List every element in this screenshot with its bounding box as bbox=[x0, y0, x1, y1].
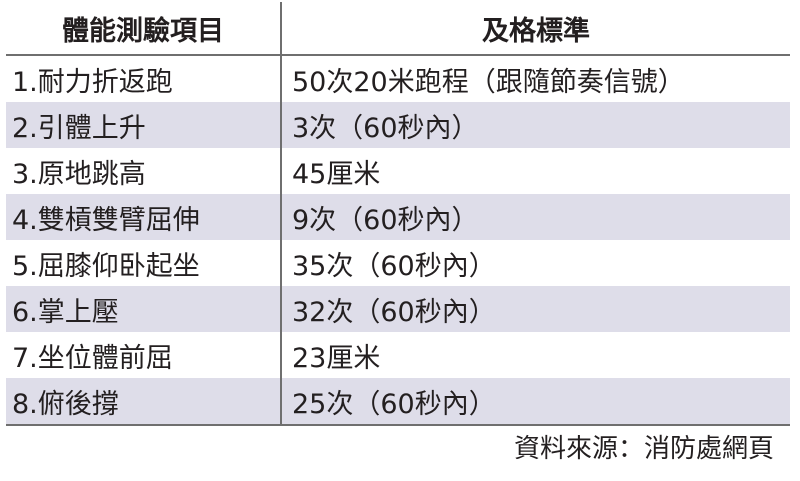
pass-standard-cell: 50次20米跑程（跟隨節奏信號） bbox=[292, 66, 685, 98]
test-item-cell: 8.俯後撐 bbox=[6, 378, 282, 424]
test-item-cell: 6.掌上壓 bbox=[6, 286, 282, 332]
pass-standard-cell: 35次（60秒內） bbox=[292, 250, 496, 282]
pass-standard-cell: 25次（60秒內） bbox=[292, 388, 496, 420]
pass-standard-cell: 23厘米 bbox=[292, 342, 381, 374]
table-row: 6.掌上壓 32次（60秒內） bbox=[6, 286, 790, 332]
test-item-cell: 1.耐力折返跑 bbox=[6, 56, 282, 102]
header-pass-standard: 及格標準 bbox=[482, 15, 590, 47]
table-row: 2.引體上升 3次（60秒內） bbox=[6, 102, 790, 148]
pass-standard-cell: 3次（60秒內） bbox=[292, 112, 479, 144]
fitness-standards-table: 體能測驗項目 及格標準 1.耐力折返跑 50次20米跑程（跟隨節奏信號） 2.引… bbox=[6, 2, 790, 426]
table-header-row: 體能測驗項目 及格標準 bbox=[6, 2, 790, 56]
pass-standard-cell: 9次（60秒內） bbox=[292, 204, 479, 236]
test-item-cell: 7.坐位體前屈 bbox=[6, 332, 282, 378]
pass-standard-cell: 32次（60秒內） bbox=[292, 296, 496, 328]
source-note: 資料來源：消防處網頁 bbox=[513, 434, 774, 464]
table-row: 4.雙槓雙臂屈伸 9次（60秒內） bbox=[6, 194, 790, 240]
header-test-item: 體能測驗項目 bbox=[6, 2, 282, 54]
test-item-cell: 4.雙槓雙臂屈伸 bbox=[6, 194, 282, 240]
table-row: 5.屈膝仰卧起坐 35次（60秒內） bbox=[6, 240, 790, 286]
test-item-cell: 2.引體上升 bbox=[6, 102, 282, 148]
table-row: 3.原地跳高 45厘米 bbox=[6, 148, 790, 194]
pass-standard-cell: 45厘米 bbox=[292, 158, 381, 190]
test-item-cell: 3.原地跳高 bbox=[6, 148, 282, 194]
table-row: 8.俯後撐 25次（60秒內） bbox=[6, 378, 790, 426]
test-item-cell: 5.屈膝仰卧起坐 bbox=[6, 240, 282, 286]
table-row: 1.耐力折返跑 50次20米跑程（跟隨節奏信號） bbox=[6, 56, 790, 102]
table-row: 7.坐位體前屈 23厘米 bbox=[6, 332, 790, 378]
